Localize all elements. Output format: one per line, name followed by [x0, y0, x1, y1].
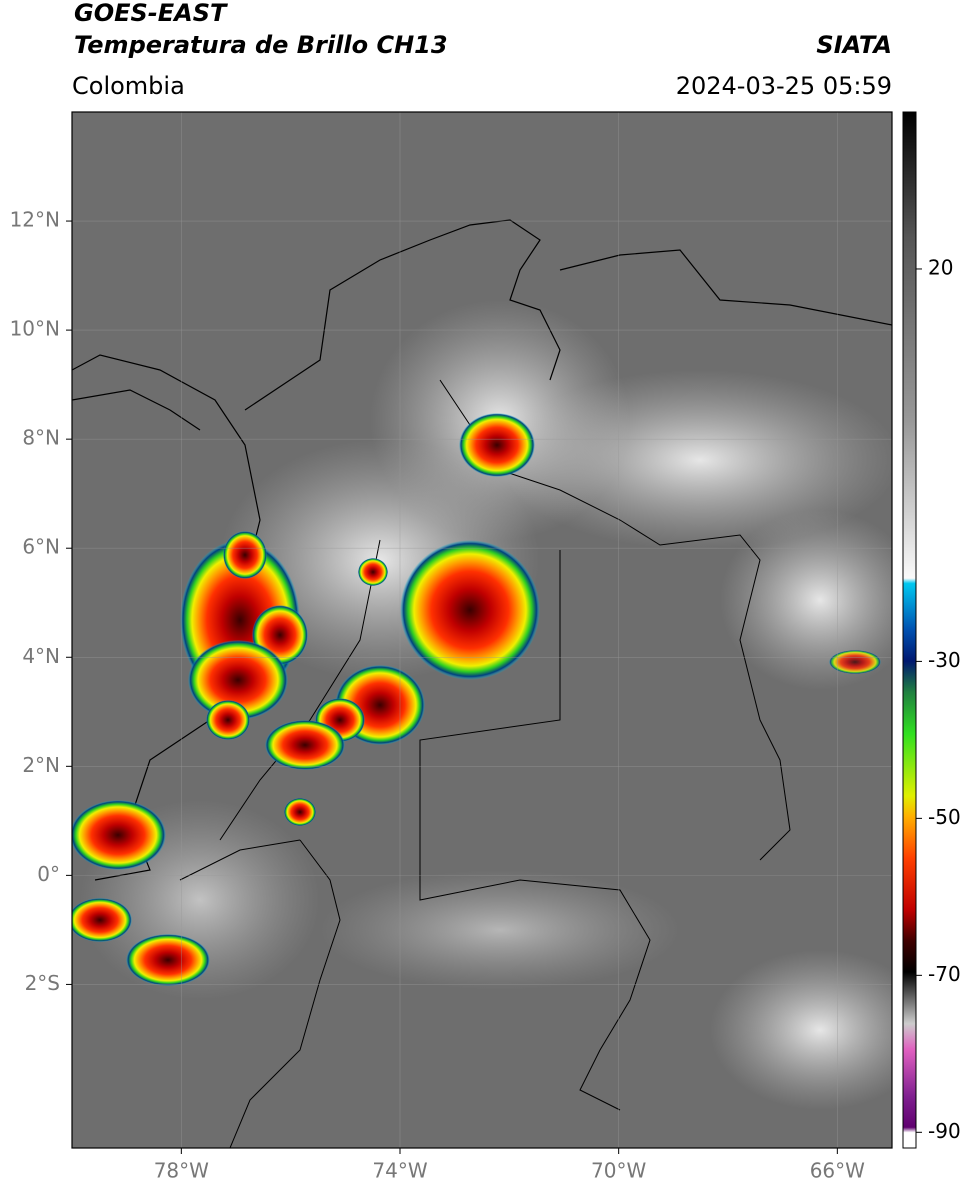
y-tick-label: 0° [37, 862, 60, 886]
region: Colombia [72, 72, 185, 100]
storm-cell [206, 700, 250, 740]
storm-cell [459, 413, 535, 477]
storm-cell [284, 798, 316, 826]
colorbar [902, 111, 917, 1149]
x-tick-label: 70°W [591, 1159, 646, 1183]
cloud [320, 870, 680, 990]
satellite-image [72, 112, 892, 1148]
x-tick-label: 66°W [810, 1159, 865, 1183]
y-tick-label: 2°N [22, 753, 60, 777]
storm-cell [223, 531, 267, 579]
colorbar-tick-label: -90 [928, 1119, 961, 1143]
subtitle: Temperatura de Brillo CH13 [74, 31, 448, 59]
y-tick-label: 6°N [22, 535, 60, 559]
y-tick-label: 2°S [25, 971, 60, 995]
colorbar-tick-label: -50 [928, 805, 961, 829]
storm-cell [265, 720, 345, 770]
storm-cell [829, 650, 881, 674]
colorbar-tick-label: -30 [928, 648, 961, 672]
colorbar-tick-label: 20 [928, 255, 953, 279]
cloud [720, 510, 892, 690]
datetime: 2024-03-25 05:59 [676, 72, 892, 100]
cloud [710, 950, 892, 1110]
storm-cell [72, 800, 166, 870]
y-tick-label: 10°N [10, 317, 60, 341]
grid [72, 112, 892, 1148]
storm-cell [188, 640, 288, 720]
border [179, 379, 791, 1148]
cloud [500, 370, 892, 550]
map-frame [71, 111, 893, 1149]
storm-cell [126, 934, 210, 986]
title: GOES-EAST [74, 0, 228, 27]
colorbar-tick-label: -70 [928, 962, 961, 986]
storm-cell [72, 898, 132, 942]
y-tick-label: 12°N [10, 208, 60, 232]
storm-cell [400, 540, 540, 680]
y-tick-label: 8°N [22, 426, 60, 450]
x-tick-label: 78°W [154, 1159, 209, 1183]
y-tick-label: 4°N [22, 644, 60, 668]
storm-cell [358, 558, 388, 586]
source: SIATA [816, 31, 892, 59]
x-tick-label: 74°W [372, 1159, 427, 1183]
